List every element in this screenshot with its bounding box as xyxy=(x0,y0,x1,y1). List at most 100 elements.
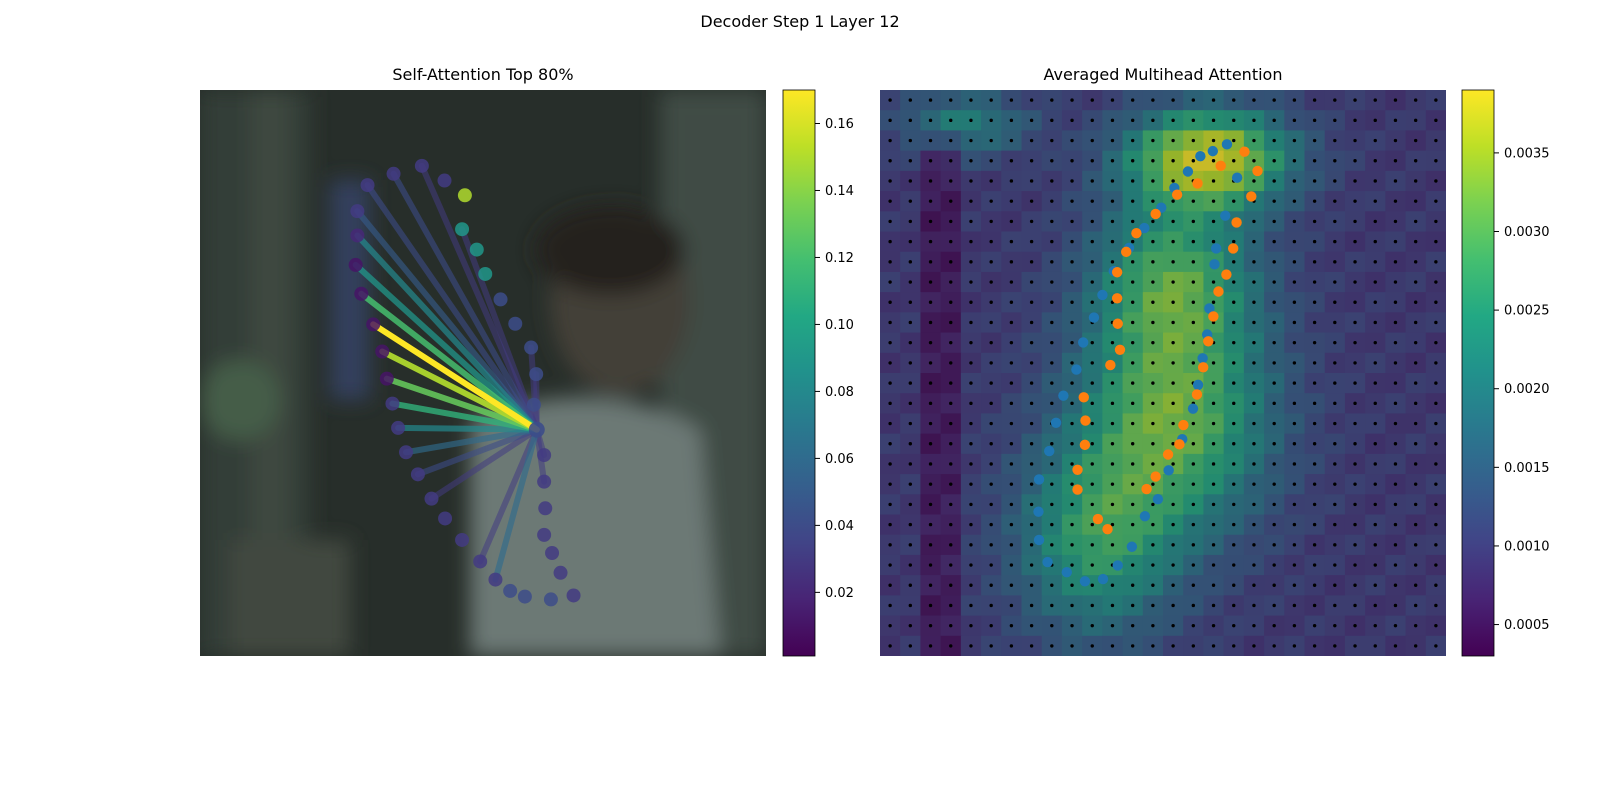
grid-dot xyxy=(1171,361,1175,365)
grid-dot xyxy=(1373,543,1377,547)
grid-dot xyxy=(1029,340,1034,345)
grid-dot xyxy=(1151,583,1155,587)
grid-dot xyxy=(1070,98,1074,102)
grid-dot xyxy=(1333,98,1337,102)
grid-dot xyxy=(1211,280,1216,284)
grid-dot xyxy=(928,644,933,648)
grid-dot xyxy=(1272,361,1276,365)
grid-dot xyxy=(1292,361,1297,365)
grid-dot xyxy=(908,300,913,304)
grid-dot xyxy=(1191,118,1196,123)
grid-dot xyxy=(1050,361,1054,365)
keypoint-marker xyxy=(469,242,484,257)
grid-dot xyxy=(1070,603,1074,608)
grid-dot xyxy=(1292,644,1297,648)
grid-dot xyxy=(1050,401,1054,406)
grid-dot xyxy=(969,421,973,426)
grid-dot xyxy=(1130,563,1135,567)
keypoint-marker xyxy=(455,532,470,547)
grid-dot xyxy=(1130,199,1135,203)
grid-dot xyxy=(1393,98,1398,102)
grid-dot xyxy=(969,502,973,507)
series-point-marker xyxy=(1227,243,1239,254)
grid-dot xyxy=(1232,482,1236,486)
grid-dot xyxy=(1413,280,1418,284)
grid-dot xyxy=(1312,421,1317,426)
colorbar-tick-label: 0.04 xyxy=(825,519,854,534)
grid-dot xyxy=(989,563,993,567)
keypoint-marker xyxy=(537,527,552,542)
keypoint-marker xyxy=(508,316,523,331)
grid-dot xyxy=(1151,361,1155,365)
grid-dot xyxy=(1393,118,1398,123)
grid-dot xyxy=(1191,361,1196,365)
grid-dot xyxy=(1110,381,1115,385)
grid-dot xyxy=(888,199,892,203)
grid-dot xyxy=(908,260,913,264)
grid-dot xyxy=(1130,320,1135,325)
colorbar-tick-label: 0.0005 xyxy=(1504,618,1550,633)
grid-dot xyxy=(1151,603,1155,608)
grid-dot xyxy=(1333,603,1337,608)
grid-dot xyxy=(1151,138,1155,143)
grid-dot xyxy=(1171,300,1175,304)
grid-dot xyxy=(1110,179,1115,183)
keypoint-marker xyxy=(526,397,541,412)
series-point-marker xyxy=(1079,439,1091,451)
grid-dot xyxy=(1110,543,1115,547)
grid-dot xyxy=(989,159,993,163)
grid-dot xyxy=(1110,401,1115,406)
grid-dot xyxy=(1353,583,1357,587)
grid-dot xyxy=(1272,239,1276,244)
grid-dot xyxy=(1292,219,1297,224)
grid-dot xyxy=(1151,442,1155,446)
grid-dot xyxy=(1292,583,1297,587)
grid-dot xyxy=(969,623,973,628)
grid-dot xyxy=(1434,502,1438,507)
grid-dot xyxy=(1393,522,1398,527)
keypoint-marker xyxy=(350,228,365,243)
grid-dot xyxy=(1373,138,1377,143)
grid-dot xyxy=(989,280,993,284)
grid-dot xyxy=(1252,482,1256,486)
grid-dot xyxy=(1232,583,1236,587)
grid-dot xyxy=(1191,219,1196,224)
grid-dot xyxy=(1211,442,1216,446)
series-point-marker xyxy=(1139,222,1150,234)
grid-dot xyxy=(888,239,892,244)
grid-dot xyxy=(1191,644,1196,648)
grid-dot xyxy=(1333,199,1337,203)
grid-dot xyxy=(1050,543,1054,547)
grid-dot xyxy=(1434,623,1438,628)
grid-dot xyxy=(1333,260,1337,264)
grid-dot xyxy=(1333,623,1337,628)
series-point-marker xyxy=(1058,390,1069,401)
grid-dot xyxy=(1413,300,1418,304)
grid-dot xyxy=(1151,179,1155,183)
grid-dot xyxy=(989,543,993,547)
grid-dot xyxy=(1353,219,1357,224)
grid-dot xyxy=(1029,401,1034,406)
grid-dot xyxy=(888,219,892,224)
grid-dot xyxy=(1070,280,1074,284)
grid-dot xyxy=(1070,239,1074,244)
grid-dot xyxy=(1151,623,1155,628)
grid-dot xyxy=(1413,179,1418,183)
grid-dot xyxy=(1130,239,1135,244)
colorbar-tick-label: 0.0015 xyxy=(1504,461,1550,476)
grid-dot xyxy=(1434,179,1438,183)
grid-dot xyxy=(1090,381,1094,385)
grid-dot xyxy=(928,118,933,123)
grid-dot xyxy=(1130,583,1135,587)
grid-dot xyxy=(989,300,993,304)
grid-dot xyxy=(1312,280,1317,284)
grid-dot xyxy=(969,442,973,446)
grid-dot xyxy=(1413,603,1418,608)
grid-dot xyxy=(1434,583,1438,587)
grid-dot xyxy=(1373,421,1377,426)
grid-dot xyxy=(969,300,973,304)
grid-dot xyxy=(1312,442,1317,446)
grid-dot xyxy=(989,361,993,365)
grid-dot xyxy=(1009,361,1014,365)
grid-dot xyxy=(1009,583,1014,587)
